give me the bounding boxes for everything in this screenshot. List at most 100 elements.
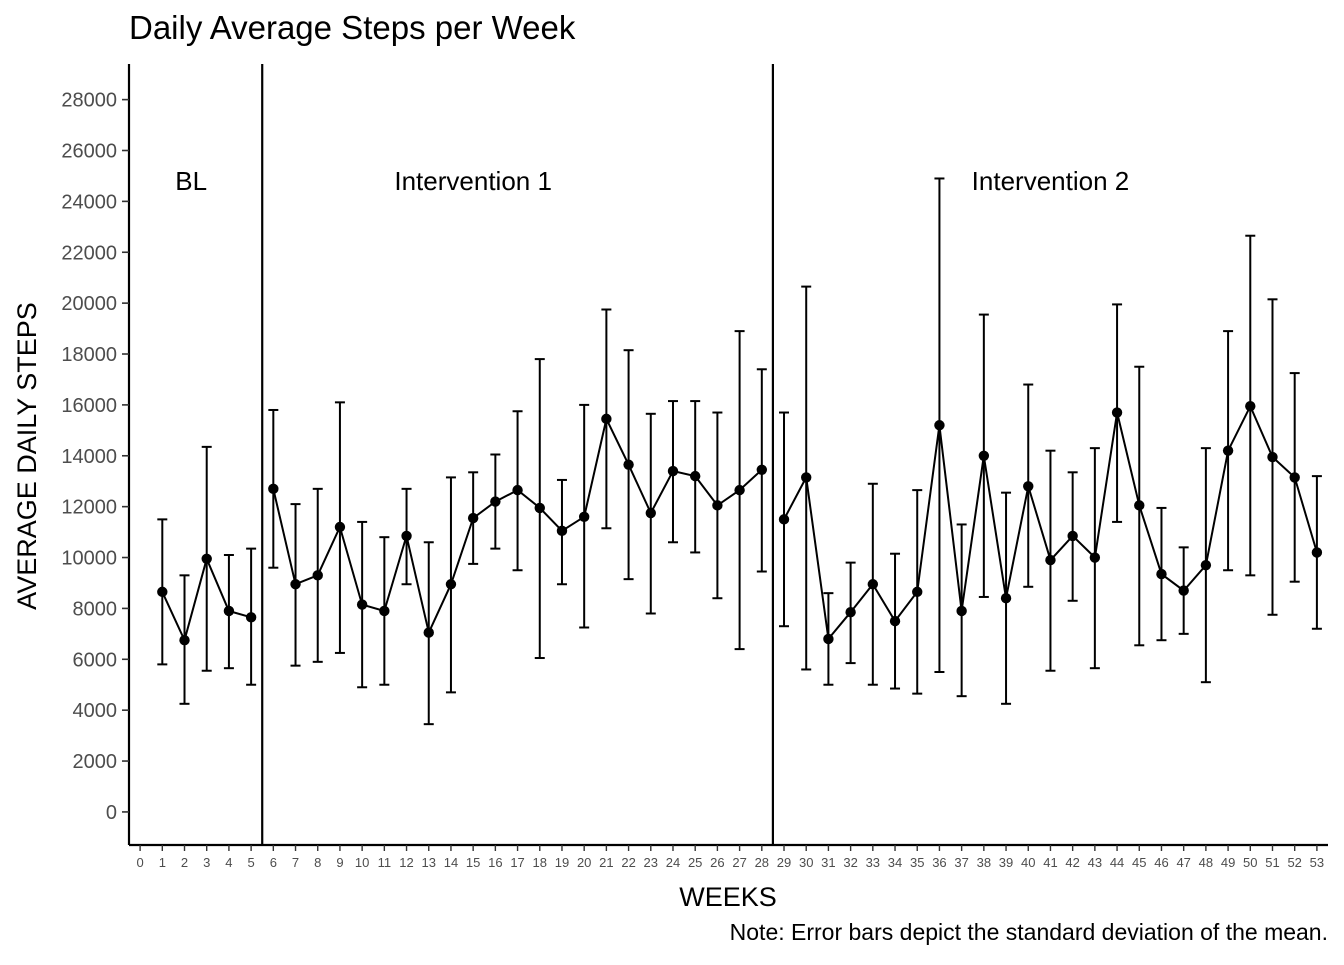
data-point [201,553,212,565]
y-tick-label: 18000 [61,344,117,366]
x-tick-label: 15 [466,855,480,870]
x-tick-label: 12 [399,855,413,870]
x-tick-label: 10 [355,855,369,870]
data-point [934,420,945,431]
x-tick-label: 20 [577,855,591,870]
data-point [1267,451,1278,463]
x-tick-label: 23 [644,855,658,870]
data-point [401,530,412,542]
data-point [423,627,434,638]
x-tick-label: 21 [599,855,613,870]
x-tick-label: 14 [444,855,458,870]
x-tick-label: 49 [1221,855,1235,870]
data-point [1111,407,1123,418]
x-tick-label: 29 [777,855,791,870]
x-tick-label: 2 [181,855,188,870]
x-tick-label: 24 [666,855,680,870]
x-tick-label: 34 [888,855,902,870]
data-point [157,586,168,598]
data-point [445,579,457,590]
x-tick-label: 26 [710,855,724,870]
data-point [1000,593,1012,604]
data-point [689,470,701,482]
x-tick-label: 5 [248,855,255,870]
phase-label: BL [175,166,207,196]
data-point [1200,559,1212,571]
data-point [623,459,634,470]
x-tick-label: 9 [336,855,343,870]
error-bars [157,177,1322,726]
y-tick-label: 26000 [61,140,117,162]
x-tick-label: 19 [555,855,569,870]
x-tick-label: 44 [1110,855,1124,870]
x-tick-label: 7 [292,855,299,870]
x-tick-label: 11 [378,855,392,870]
data-point [889,615,901,627]
x-tick-label: 25 [688,855,702,870]
data-point [578,511,590,523]
x-tick-label: 27 [732,855,746,870]
data-point [1045,554,1056,566]
data-point [823,633,834,645]
x-tick-label: 53 [1310,855,1324,870]
data-point [801,472,812,483]
data-point [290,579,301,590]
data-point [467,512,479,524]
data-point [1134,500,1145,511]
x-tick-label: 42 [1065,855,1079,870]
data-point [356,599,368,610]
x-tick-label: 50 [1243,855,1257,870]
data-point [268,483,279,495]
x-tick-label: 33 [866,855,880,870]
data-point [1222,445,1234,456]
data-point [1156,568,1167,580]
data-point [1245,400,1256,412]
x-tick-label: 16 [488,855,502,870]
data-points [157,400,1323,646]
x-tick-label: 38 [977,855,991,870]
y-axis-title: AVERAGE DAILY STEPS [12,302,42,610]
y-tick-label: 4000 [73,700,118,722]
x-tick-label: 51 [1265,855,1279,870]
y-tick-label: 28000 [61,90,117,112]
x-tick-label: 22 [621,855,635,870]
x-tick-label: 6 [270,855,277,870]
y-tick-label: 14000 [61,446,117,468]
data-point [956,605,967,617]
data-point [1289,472,1300,483]
x-tick-label: 37 [954,855,968,870]
data-point [179,635,190,646]
x-tick-label: 4 [225,855,232,870]
x-tick-label: 46 [1154,855,1168,870]
y-tick-label: 20000 [61,293,117,315]
chart-title: Daily Average Steps per Week [129,9,576,46]
x-tick-label: 43 [1088,855,1102,870]
phase-labels: BL Intervention 1 Intervention 2 [175,166,1129,196]
data-point [978,450,990,461]
data-point [845,607,856,618]
phase-label: Intervention 2 [972,166,1130,196]
y-tick-label: 2000 [73,751,118,773]
data-point [756,464,768,475]
data-point [867,579,879,590]
data-point [778,514,790,525]
data-point [1023,481,1034,492]
x-axis-title: WEEKS [679,882,777,912]
data-point [334,521,346,533]
x-tick-label: 13 [422,855,436,870]
x-tick-label: 47 [1176,855,1190,870]
data-point [667,465,679,477]
y-tick-label: 8000 [73,598,118,620]
data-point [1178,585,1189,596]
y-tick-label: 0 [106,802,117,824]
y-tick-label: 10000 [61,548,117,570]
x-tick-label: 52 [1287,855,1301,870]
data-point [223,605,235,617]
x-tick-label: 0 [136,855,143,870]
x-tick-label: 8 [314,855,321,870]
x-tick-label: 3 [203,855,210,870]
x-tick-label: 48 [1199,855,1213,870]
data-point [312,570,323,581]
data-point [379,605,390,617]
